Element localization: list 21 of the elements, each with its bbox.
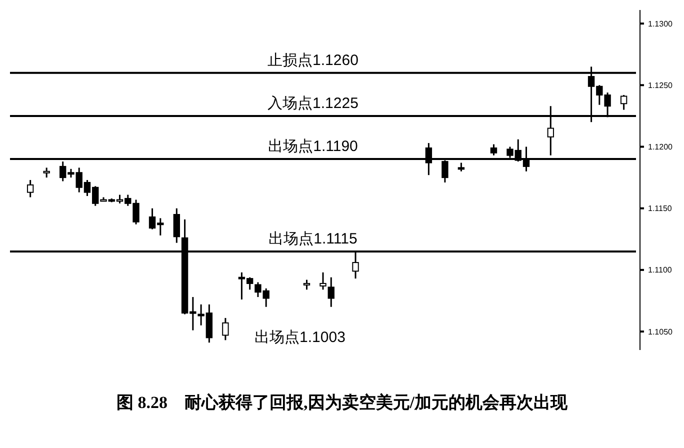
ref-line-label: 出场点1.1190 — [268, 138, 358, 156]
candlestick — [26, 179, 34, 198]
text: 图 8.28 耐心获得了回报,因为卖空美元/加元的机会再次出现 — [116, 393, 568, 412]
candlestick — [303, 279, 310, 290]
candlestick — [320, 272, 326, 290]
candlestick — [43, 166, 50, 178]
ref-line-label: 入场点1.1225 — [268, 94, 358, 112]
candlestick — [328, 276, 334, 308]
candlestick — [173, 208, 180, 244]
annotation: 出场点1.1003 — [254, 329, 346, 346]
candlestick — [490, 144, 498, 156]
y-tick-label: 1.1250 — [648, 80, 674, 90]
y-tick-label: 1.1150 — [648, 204, 672, 214]
y-tick-label: 1.1050 — [648, 327, 674, 336]
y-tick-label: 1.1200 — [648, 142, 674, 152]
y-tick-label: 1.1100 — [648, 266, 672, 275]
candlestick — [620, 94, 628, 111]
ref-line-label: 止损点1.1260 — [268, 52, 358, 69]
candlestick — [222, 317, 229, 341]
y-tick-label: 1.1300 — [648, 19, 674, 28]
ref-line-label: 出场点1.1115 — [268, 230, 358, 248]
